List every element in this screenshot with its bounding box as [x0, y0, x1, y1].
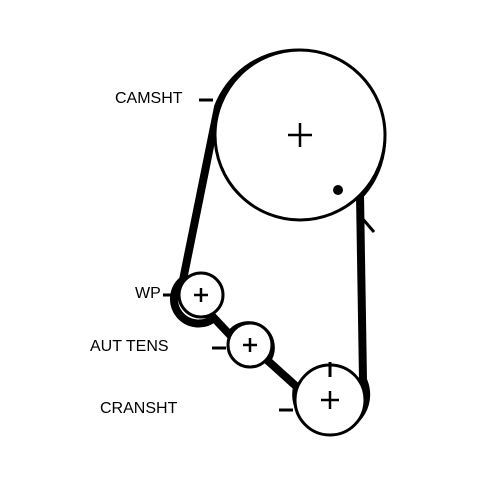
waterpump-label: WP: [135, 285, 161, 303]
waterpump-pulley: [179, 273, 223, 317]
camshaft-timing-dot: [333, 185, 343, 195]
crankshaft-label: CRANSHT: [100, 400, 177, 418]
camshaft-pulley: [215, 50, 385, 220]
diagram-svg: [0, 0, 500, 500]
camshaft-label: CAMSHT: [115, 90, 183, 108]
tensioner-pulley: [228, 323, 272, 367]
tensioner-label: AUT TENS: [90, 338, 169, 356]
timing-belt-diagram: { "diagram": { "type": "belt-routing", "…: [0, 0, 500, 500]
